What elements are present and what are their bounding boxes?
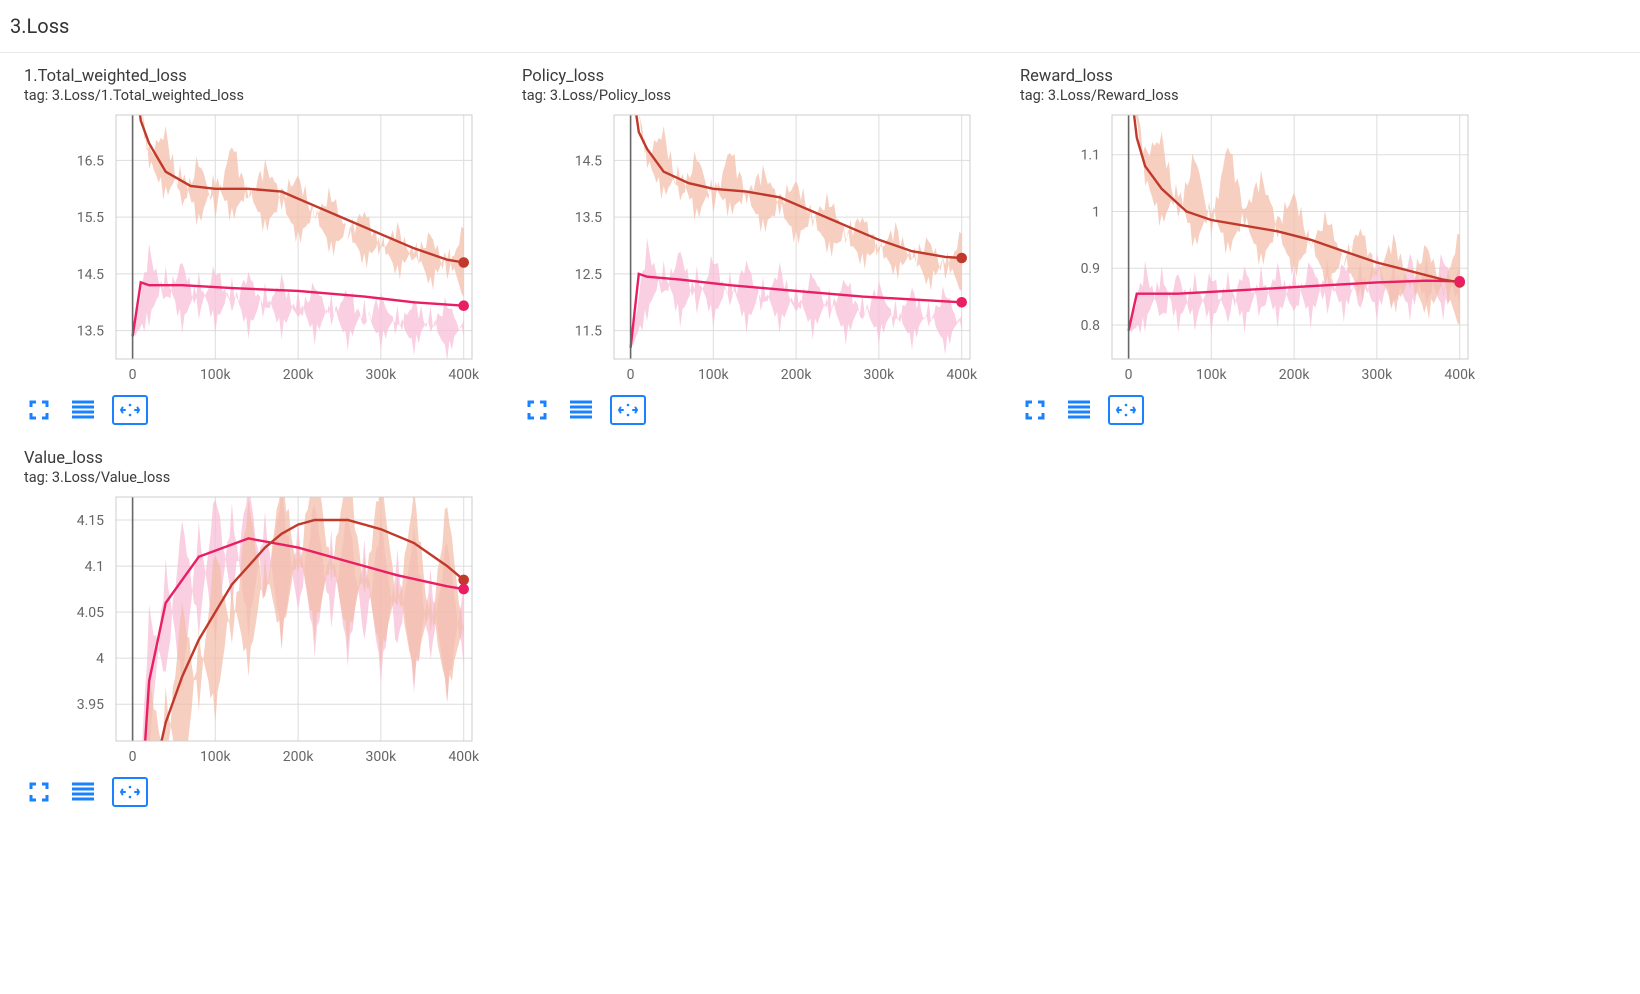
panel-value_loss: Value_loss tag: 3.Loss/Value_loss 0 100k 2…	[0, 441, 498, 813]
panel-tag: tag: 3.Loss/Value_loss	[24, 469, 498, 487]
chart-toolbar	[522, 389, 996, 431]
chart-value_loss: 0 100k 200k 300k 400k 3.95 4 4.05 4.1 4.15	[24, 491, 484, 771]
expand-icon[interactable]	[1020, 395, 1050, 425]
svg-text:0: 0	[1125, 367, 1133, 383]
lines-icon[interactable]	[566, 395, 596, 425]
chart-toolbar	[1020, 389, 1494, 431]
svg-text:0: 0	[129, 367, 137, 383]
svg-text:4.15: 4.15	[77, 513, 104, 529]
series-b-end-marker	[1454, 276, 1465, 287]
panel-tag: tag: 3.Loss/1.Total_weighted_loss	[24, 87, 498, 105]
svg-text:100k: 100k	[698, 367, 730, 383]
svg-text:0: 0	[129, 749, 137, 765]
chart-toolbar	[24, 771, 498, 813]
fit-domain-icon[interactable]	[610, 395, 646, 425]
expand-icon[interactable]	[24, 777, 54, 807]
svg-text:300k: 300k	[366, 367, 398, 383]
svg-text:4: 4	[96, 651, 104, 667]
panel-total_weighted_loss: 1.Total_weighted_loss tag: 3.Loss/1.Tota…	[0, 59, 498, 431]
svg-text:15.5: 15.5	[77, 210, 104, 226]
svg-text:200k: 200k	[283, 749, 315, 765]
chart-policy_loss: 0 100k 200k 300k 400k 11.5 12.5 13.5 14.5	[522, 109, 982, 389]
svg-text:1: 1	[1092, 204, 1100, 220]
series-b-end-marker	[956, 297, 967, 308]
panel-title: Policy_loss	[522, 67, 996, 87]
chart-total_weighted_loss: 0 100k 200k 300k 400k 13.5 14.5 15.5 16.5	[24, 109, 484, 389]
panel-grid: 1.Total_weighted_loss tag: 3.Loss/1.Tota…	[0, 53, 1640, 823]
svg-text:100k: 100k	[1196, 367, 1228, 383]
svg-text:100k: 100k	[200, 749, 232, 765]
svg-text:300k: 300k	[864, 367, 896, 383]
series-a-end-marker	[458, 574, 469, 585]
fit-domain-icon[interactable]	[112, 777, 148, 807]
svg-text:12.5: 12.5	[575, 267, 602, 283]
svg-text:14.5: 14.5	[77, 267, 104, 283]
panel-tag: tag: 3.Loss/Reward_loss	[1020, 87, 1494, 105]
panel-tag: tag: 3.Loss/Policy_loss	[522, 87, 996, 105]
svg-text:4.1: 4.1	[85, 559, 104, 575]
series-b-end-marker	[458, 584, 469, 595]
svg-text:11.5: 11.5	[575, 324, 602, 340]
svg-text:200k: 200k	[1279, 367, 1311, 383]
svg-text:400k: 400k	[448, 367, 480, 383]
fit-domain-icon[interactable]	[1108, 395, 1144, 425]
series-a-end-marker	[458, 257, 469, 268]
svg-text:400k: 400k	[946, 367, 978, 383]
fit-domain-icon[interactable]	[112, 395, 148, 425]
svg-text:200k: 200k	[781, 367, 813, 383]
svg-text:100k: 100k	[200, 367, 232, 383]
svg-text:0.9: 0.9	[1081, 261, 1100, 277]
lines-icon[interactable]	[1064, 395, 1094, 425]
svg-text:16.5: 16.5	[77, 153, 104, 169]
chart-toolbar	[24, 389, 498, 431]
expand-icon[interactable]	[24, 395, 54, 425]
section-title: 3.Loss	[0, 0, 1640, 53]
svg-text:13.5: 13.5	[77, 324, 104, 340]
expand-icon[interactable]	[522, 395, 552, 425]
svg-text:14.5: 14.5	[575, 153, 602, 169]
lines-icon[interactable]	[68, 777, 98, 807]
svg-text:0: 0	[627, 367, 635, 383]
svg-text:4.05: 4.05	[77, 605, 104, 621]
panel-title: 1.Total_weighted_loss	[24, 67, 498, 87]
svg-text:200k: 200k	[283, 367, 315, 383]
panel-reward_loss: Reward_loss tag: 3.Loss/Reward_loss 0 100…	[996, 59, 1494, 431]
panel-title: Value_loss	[24, 449, 498, 469]
chart-reward_loss: 0 100k 200k 300k 400k 0.8 0.9 1 1.1	[1020, 109, 1480, 389]
series-a-end-marker	[956, 253, 967, 264]
svg-text:400k: 400k	[1444, 367, 1476, 383]
svg-text:0.8: 0.8	[1081, 318, 1101, 334]
svg-text:300k: 300k	[366, 749, 398, 765]
panel-title: Reward_loss	[1020, 67, 1494, 87]
svg-text:300k: 300k	[1362, 367, 1394, 383]
panel-policy_loss: Policy_loss tag: 3.Loss/Policy_loss 0 100…	[498, 59, 996, 431]
series-b-end-marker	[458, 300, 469, 311]
svg-text:400k: 400k	[448, 749, 480, 765]
svg-text:3.95: 3.95	[77, 697, 104, 713]
svg-text:1.1: 1.1	[1081, 148, 1100, 164]
svg-text:13.5: 13.5	[575, 210, 602, 226]
lines-icon[interactable]	[68, 395, 98, 425]
